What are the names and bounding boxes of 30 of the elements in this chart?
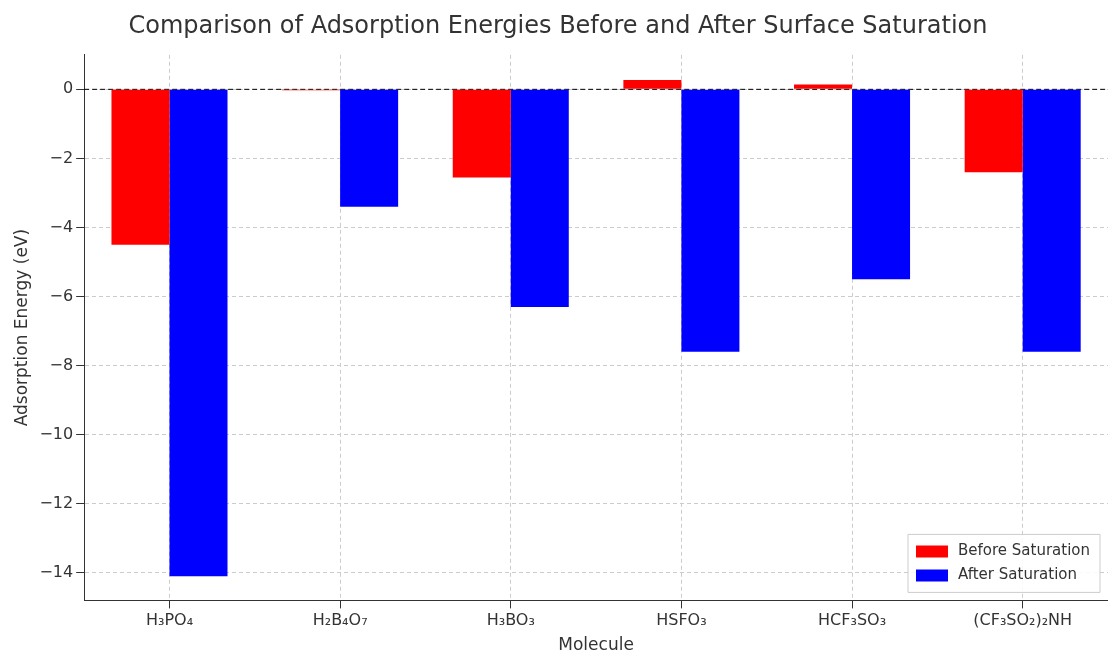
bar [623,80,682,89]
y-tick-label: 0 [62,78,74,98]
chart-title: Comparison of Adsorption Energies Before and After Surface Saturation [128,10,988,39]
y-tick-label: −4 [49,216,74,236]
y-axis-title: Adsorption Energy (eV) [10,228,31,427]
y-tick-label: −6 [49,285,74,305]
y-tick-label: −10 [39,423,74,443]
bar [340,89,399,207]
bar [852,89,911,280]
bar [111,89,170,245]
bar [452,89,511,178]
y-tick-label: −12 [39,492,74,512]
bar [1022,89,1081,352]
legend-label: After Saturation [958,565,1077,584]
bar [510,89,569,307]
x-axis-title: Molecule [558,634,634,655]
x-tick-label: HSFO₃ [656,610,707,630]
bar [681,89,740,352]
bar [964,89,1023,173]
bar [169,89,228,577]
bar [794,84,853,89]
y-tick-label: −8 [49,354,74,374]
x-tick-label: H₃BO₃ [486,610,535,630]
x-tick-label: (CF₃SO₂)₂NH [973,610,1073,630]
x-tick-label: H₃PO₄ [145,610,194,630]
legend-label: Before Saturation [958,541,1091,560]
x-tick-label: HCF₃SO₃ [818,610,887,630]
y-tick-label: −2 [49,147,74,167]
x-tick-label: H₂B₄O₇ [312,610,368,630]
y-tick-label: −14 [39,561,74,581]
